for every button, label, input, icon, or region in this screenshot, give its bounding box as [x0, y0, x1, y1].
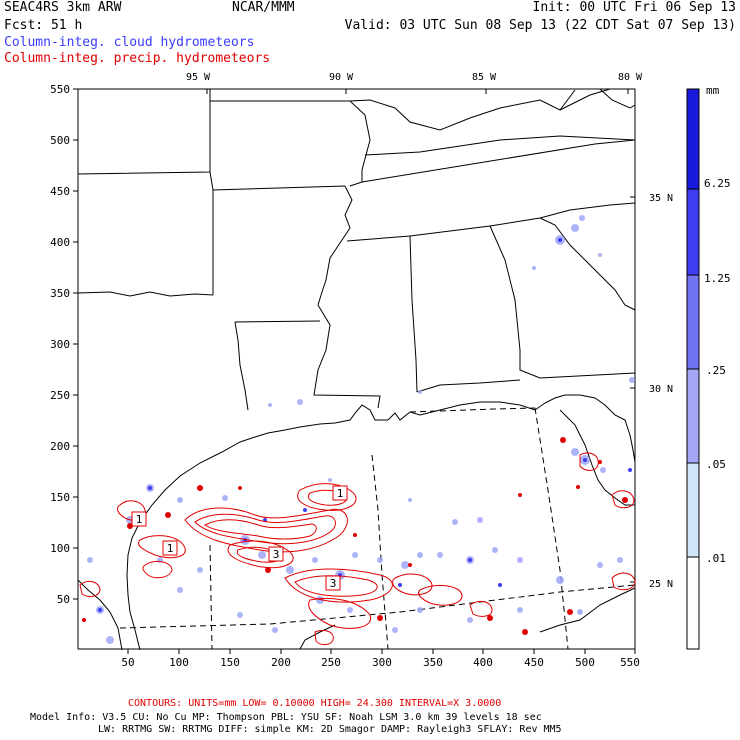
contour-label: 3 [330, 577, 337, 590]
cloud-hydrometeor-field [87, 215, 635, 644]
colorbar-segment [686, 274, 700, 370]
colorbar-label: .05 [706, 458, 726, 471]
colorbar-segment [686, 556, 700, 650]
model-title: SEAC4RS 3km ARW [4, 0, 122, 15]
lon-label: 80 W [618, 72, 643, 83]
x-axis-ticks [127, 649, 636, 654]
lon-lat-gridmarks [206, 89, 635, 583]
colorbar [686, 88, 700, 650]
lon-label: 85 W [472, 72, 497, 83]
x-tick-label: 550 [620, 656, 640, 669]
model-info-line-1: Model Info: V3.5 CU: No Cu MP: Thompson … [30, 712, 542, 723]
x-tick-label: 300 [372, 656, 392, 669]
colorbar-label: .01 [706, 552, 726, 565]
colorbar-segment [686, 368, 700, 464]
colorbar-segment [686, 188, 700, 276]
lat-label: 30 N [649, 384, 673, 395]
legend-cloud: Column-integ. cloud hydrometeors [4, 35, 255, 50]
y-tick-label: 150 [50, 491, 70, 504]
y-tick-label: 450 [50, 185, 70, 198]
y-tick-label: 100 [50, 542, 70, 555]
y-tick-label: 350 [50, 287, 70, 300]
boundary-dashes [119, 407, 636, 650]
colorbar-label: .25 [706, 364, 726, 377]
precip-spots [82, 437, 628, 635]
valid-time: Valid: 03 UTC Sun 08 Sep 13 (22 CDT Sat … [344, 18, 736, 33]
init-time: Init: 00 UTC Fri 06 Sep 13 [532, 0, 737, 15]
x-tick-label: 450 [524, 656, 544, 669]
x-tick-label: 400 [473, 656, 493, 669]
org-label: NCAR/MMM [232, 0, 295, 15]
contour-label: 1 [136, 513, 143, 526]
colorbar-unit: mm [706, 84, 720, 97]
x-tick-label: 500 [575, 656, 595, 669]
precip-contours [79, 452, 636, 646]
lon-label: 95 W [186, 72, 211, 83]
x-tick-label: 100 [169, 656, 189, 669]
legend-precip: Column-integ. precip. hydrometeors [4, 51, 271, 66]
x-tick-label: 150 [220, 656, 240, 669]
contour-label: 3 [273, 548, 280, 561]
lat-label: 25 N [649, 579, 673, 590]
coastline [77, 394, 636, 651]
x-tick-label: 200 [271, 656, 291, 669]
x-tick-label: 250 [321, 656, 341, 669]
state-borders [77, 88, 636, 411]
x-tick-label: 50 [121, 656, 134, 669]
contour-label-boxes [131, 485, 348, 591]
y-axis-ticks [73, 88, 78, 600]
colorbar-segment [686, 462, 700, 558]
model-info-line-2: LW: RRTMG SW: RRTMG DIFF: simple KM: 2D … [98, 724, 562, 735]
forecast-hour: Fcst: 51 h [4, 18, 83, 33]
contour-label: 1 [167, 542, 174, 555]
contour-label: 1 [337, 487, 344, 500]
y-tick-label: 200 [50, 440, 70, 453]
y-tick-label: 50 [57, 593, 70, 606]
y-tick-label: 250 [50, 389, 70, 402]
colorbar-label: 1.25 [704, 272, 731, 285]
lon-label: 90 W [329, 72, 354, 83]
colorbar-segment [686, 88, 700, 190]
y-tick-label: 500 [50, 134, 70, 147]
weather-map: 1 1 1 3 3 95 W 90 W 85 W 80 W 35 N 30 N … [50, 72, 731, 669]
y-tick-label: 300 [50, 338, 70, 351]
x-tick-label: 350 [423, 656, 443, 669]
y-tick-label: 550 [50, 83, 70, 96]
lat-label: 35 N [649, 193, 673, 204]
contours-info: CONTOURS: UNITS=mm LOW= 0.10000 HIGH= 24… [128, 698, 502, 709]
y-tick-label: 400 [50, 236, 70, 249]
colorbar-label: 6.25 [704, 177, 731, 190]
